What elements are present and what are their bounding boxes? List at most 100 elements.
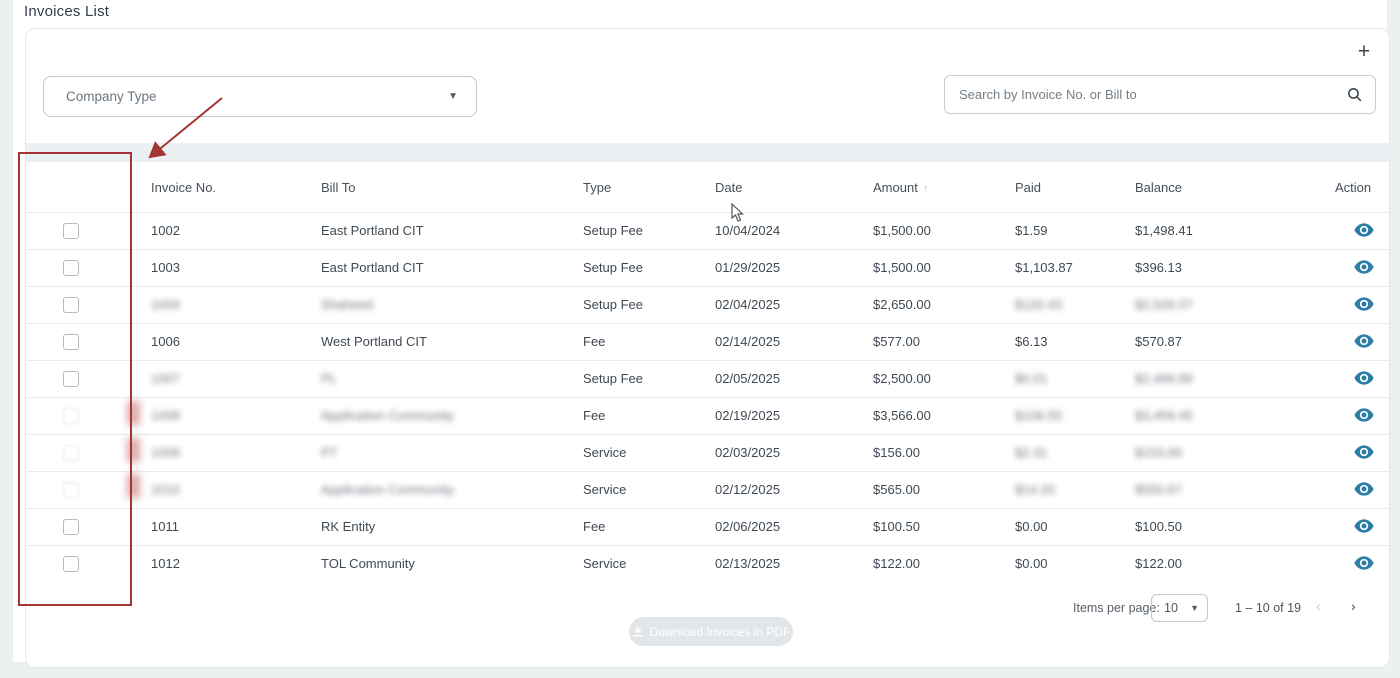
cell-date: 10/04/2024: [715, 223, 781, 238]
cell-bill-to: East Portland CIT: [321, 223, 424, 238]
cell-type: Service: [583, 482, 627, 497]
cell-invoice-no: 1008: [151, 408, 180, 423]
header-date[interactable]: Date: [715, 180, 743, 195]
cell-invoice-no: 1011: [151, 519, 179, 534]
cell-bill-to: East Portland CIT: [321, 260, 424, 275]
view-invoice-icon[interactable]: [1353, 221, 1375, 241]
table-row: 1006 West Portland CIT Fee 02/14/2025 $5…: [26, 323, 1389, 360]
cell-date: 02/13/2025: [715, 556, 781, 571]
cell-balance: $570.87: [1135, 334, 1182, 349]
cell-paid: $0.01: [1015, 371, 1048, 386]
page-size-value: 10: [1164, 601, 1178, 615]
cell-type: Service: [583, 556, 627, 571]
view-invoice-icon[interactable]: [1353, 369, 1375, 389]
cell-invoice-no: 1007: [151, 371, 180, 386]
cell-type: Setup Fee: [583, 297, 643, 312]
row-checkbox[interactable]: [63, 408, 79, 424]
cell-type: Fee: [583, 519, 606, 534]
chevron-down-icon: ▼: [1190, 603, 1199, 613]
table-row: 1010 Application Community Service 02/12…: [26, 471, 1389, 508]
table-row: 1011 RK Entity Fee 02/06/2025 $100.50 $0…: [26, 508, 1389, 545]
cell-balance: $550.67: [1135, 482, 1182, 497]
search-container: [944, 75, 1376, 114]
previous-page-icon[interactable]: ‹: [1316, 598, 1321, 614]
cell-paid: $106.55: [1015, 408, 1062, 423]
cell-amount: $2,500.00: [873, 371, 931, 386]
cell-invoice-no: 1002: [151, 223, 180, 238]
cell-invoice-no: 1006: [151, 334, 180, 349]
view-invoice-icon[interactable]: [1353, 517, 1375, 537]
table-row: 1004 Shaheed Setup Fee 02/04/2025 $2,650…: [26, 286, 1389, 323]
download-invoices-button[interactable]: Download Invoices in PDF: [629, 617, 793, 646]
header-paid[interactable]: Paid: [1015, 180, 1042, 195]
row-checkbox[interactable]: [63, 223, 79, 239]
cell-amount: $565.00: [873, 482, 920, 497]
header-invoice-no[interactable]: Invoice No.: [151, 180, 217, 195]
add-invoice-button[interactable]: +: [1351, 39, 1377, 65]
next-page-icon[interactable]: ›: [1351, 598, 1356, 614]
cell-invoice-no: 1003: [151, 260, 180, 275]
cell-date: 02/14/2025: [715, 334, 781, 349]
cell-paid: $120.43: [1015, 297, 1062, 312]
cell-invoice-no: 1009: [151, 445, 180, 460]
cell-type: Fee: [583, 408, 606, 423]
row-checkbox[interactable]: [63, 519, 79, 535]
cell-balance: $2,529.57: [1135, 297, 1193, 312]
cell-paid: $2.31: [1015, 445, 1048, 460]
cell-amount: $156.00: [873, 445, 920, 460]
table-row: 1009 PT Service 02/03/2025 $156.00 $2.31…: [26, 434, 1389, 471]
invoices-table: Invoice No. Bill To Type Date Amount ↑ Pa…: [26, 162, 1389, 582]
view-invoice-icon[interactable]: [1353, 554, 1375, 574]
row-checkbox[interactable]: [63, 297, 79, 313]
chevron-down-icon: ▼: [448, 91, 458, 102]
cell-bill-to: West Portland CIT: [321, 334, 427, 349]
view-invoice-icon[interactable]: [1353, 258, 1375, 278]
header-balance[interactable]: Balance: [1135, 180, 1182, 195]
table-header-row: Invoice No. Bill To Type Date Amount ↑ Pa…: [26, 162, 1389, 212]
company-type-select[interactable]: Company Type ▼: [43, 76, 477, 117]
pagination: Items per page: 10 ▼ 1 – 10 of 19 ‹ ›: [26, 593, 1389, 623]
cell-date: 02/19/2025: [715, 408, 781, 423]
view-invoice-icon[interactable]: [1353, 332, 1375, 352]
cell-balance: $396.13: [1135, 260, 1182, 275]
cell-paid: $6.13: [1015, 334, 1048, 349]
cell-amount: $3,566.00: [873, 408, 931, 423]
download-label: Download Invoices in PDF: [649, 624, 791, 639]
cell-amount: $1,500.00: [873, 260, 931, 275]
row-checkbox[interactable]: [63, 482, 79, 498]
row-checkbox[interactable]: [63, 334, 79, 350]
cell-date: 02/12/2025: [715, 482, 781, 497]
cell-invoice-no: 1012: [151, 556, 180, 571]
cell-bill-to: Shaheed: [321, 297, 374, 312]
header-type[interactable]: Type: [583, 180, 612, 195]
search-input[interactable]: [959, 87, 1346, 102]
cell-amount: $122.00: [873, 556, 920, 571]
cell-date: 02/03/2025: [715, 445, 781, 460]
view-invoice-icon[interactable]: [1353, 443, 1375, 463]
cell-type: Setup Fee: [583, 260, 643, 275]
cell-bill-to: PT: [321, 445, 338, 460]
cell-invoice-no: 1004: [151, 297, 180, 312]
header-bill-to[interactable]: Bill To: [321, 180, 356, 195]
page-size-select[interactable]: 10 ▼: [1151, 594, 1208, 622]
cell-paid: $14.33: [1015, 482, 1055, 497]
row-checkbox[interactable]: [63, 445, 79, 461]
row-checkbox[interactable]: [63, 371, 79, 387]
view-invoice-icon[interactable]: [1353, 480, 1375, 500]
cell-amount: $2,650.00: [873, 297, 931, 312]
view-invoice-icon[interactable]: [1353, 295, 1375, 315]
cell-type: Service: [583, 445, 627, 460]
cell-date: 02/06/2025: [715, 519, 781, 534]
row-checkbox[interactable]: [63, 556, 79, 572]
section-divider: [26, 143, 1389, 162]
cell-paid: $0.00: [1015, 556, 1048, 571]
search-icon[interactable]: [1346, 86, 1363, 103]
page-content: Invoices List + Company Type ▼ Invoice N…: [13, 0, 1390, 668]
cell-date: 01/29/2025: [715, 260, 781, 275]
cell-bill-to: Application Community: [321, 482, 454, 497]
header-amount[interactable]: Amount ↑: [873, 180, 929, 195]
row-checkbox[interactable]: [63, 260, 79, 276]
cell-balance: $2,499.99: [1135, 371, 1193, 386]
header-action: Action: [1335, 180, 1372, 195]
view-invoice-icon[interactable]: [1353, 406, 1375, 426]
